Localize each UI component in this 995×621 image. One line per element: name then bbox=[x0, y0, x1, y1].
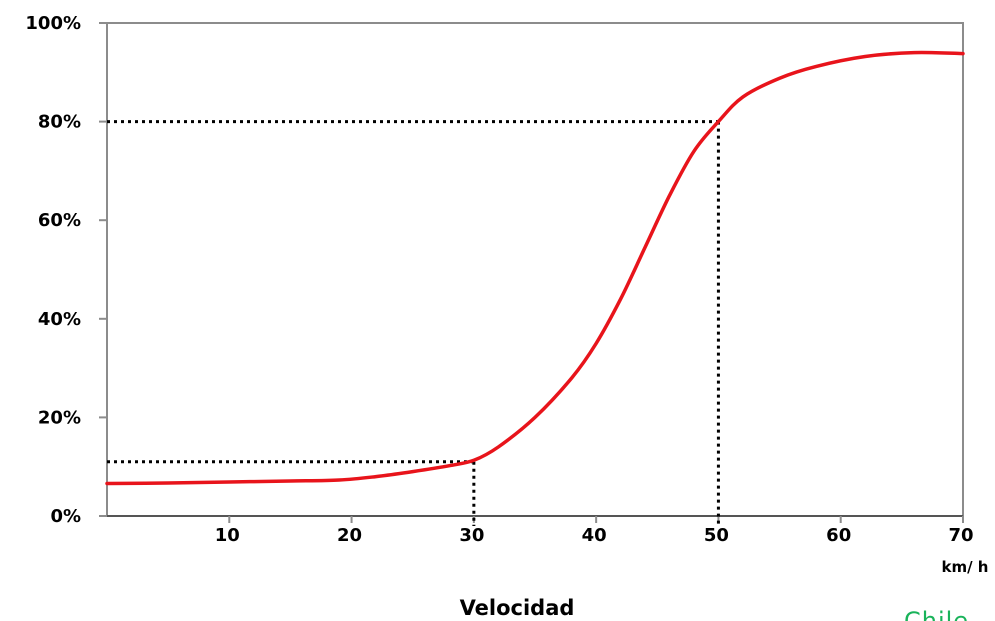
reference-lines bbox=[107, 120, 720, 526]
y-tick-label: 0% bbox=[50, 506, 81, 527]
watermark-text: Chile bbox=[904, 607, 969, 621]
axes bbox=[99, 22, 964, 523]
y-tick-label: 40% bbox=[38, 309, 81, 330]
x-tick-label: 70 bbox=[948, 525, 973, 546]
series-line bbox=[105, 50, 965, 486]
x-tick-label: 30 bbox=[459, 525, 484, 546]
x-tick-label: 50 bbox=[704, 525, 729, 546]
y-tick-label: 80% bbox=[38, 112, 81, 133]
x-tick-label: 40 bbox=[582, 525, 607, 546]
y-tick-label: 60% bbox=[38, 210, 81, 231]
plot-frame bbox=[106, 22, 964, 517]
x-axis-title: Velocidad bbox=[460, 596, 575, 620]
y-tick-label: 20% bbox=[38, 407, 81, 428]
x-tick-label: 20 bbox=[337, 525, 362, 546]
x-axis-unit-label: km/ h bbox=[942, 558, 989, 576]
x-tick-label: 10 bbox=[215, 525, 240, 546]
series bbox=[105, 50, 965, 486]
y-tick-label: 100% bbox=[25, 13, 81, 34]
x-tick-label: 60 bbox=[826, 525, 851, 546]
tick-labels: 0% 20% 40% 60% 80% 100% 10 20 30 40 50 60 70 bbox=[25, 13, 973, 546]
